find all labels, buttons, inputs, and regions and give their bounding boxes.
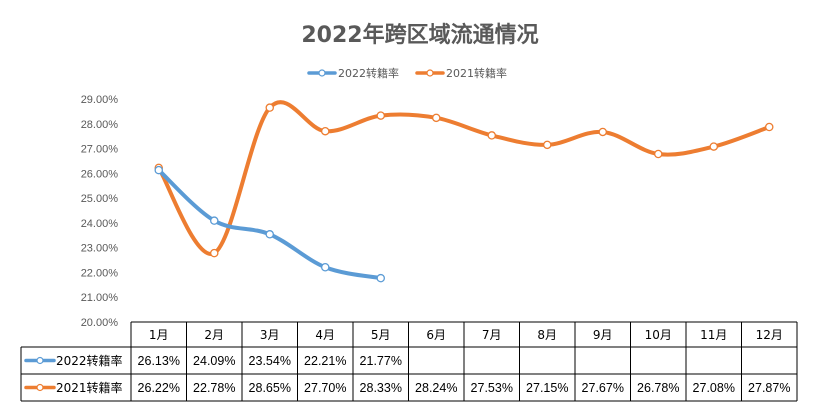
data-point: [265, 230, 274, 239]
data-point: [765, 122, 774, 132]
category-label: 8月: [537, 328, 557, 342]
data-point: [543, 140, 552, 150]
data-table: 1月 2月 3月 4月 5月 6月 7月 8月 9月 10月 11月 12月 2022转籍率 26.13%…: [20, 321, 798, 402]
y-tick-label: 24.00%: [81, 218, 119, 230]
category-label: 6月: [426, 328, 446, 342]
table-cell: 27.70%: [304, 381, 346, 395]
row-legend-marker: [36, 383, 44, 392]
data-point: [376, 273, 385, 283]
y-tick-label: 21.00%: [81, 292, 119, 304]
category-label: 5月: [371, 328, 391, 342]
y-tick-label: 22.00%: [81, 267, 119, 279]
y-tick-label: 27.00%: [81, 144, 119, 156]
table-cell: 27.15%: [526, 381, 568, 395]
data-point: [376, 111, 385, 120]
category-label: 3月: [260, 328, 280, 342]
data-point: [265, 103, 274, 112]
y-tick-label: 25.00%: [81, 193, 119, 205]
legend: 2022转籍率 2021转籍率: [307, 66, 507, 80]
data-point: [209, 248, 219, 258]
category-label: 1月: [149, 328, 169, 342]
table-cell: 22.21%: [304, 354, 346, 368]
row-label: 2022转籍率: [56, 353, 123, 368]
legend-marker: [318, 69, 326, 77]
y-tick-label: 29.00%: [81, 94, 119, 106]
y-axis: 20.00% 21.00% 22.00% 23.00% 24.00% 25.00% 26.0…: [81, 94, 119, 329]
table-cell: 28.65%: [249, 381, 291, 395]
y-tick-label: 26.00%: [81, 168, 119, 180]
data-point: [209, 216, 219, 225]
table-cell: 26.22%: [138, 381, 180, 395]
series-line-2022转籍率: [156, 168, 383, 281]
category-label: 11月: [700, 328, 727, 342]
category-label: 4月: [315, 328, 335, 342]
plot-area: [154, 100, 774, 283]
data-point: [431, 113, 441, 123]
data-point: [320, 262, 330, 272]
category-label: 12月: [756, 328, 783, 342]
table-cell: 26.78%: [637, 381, 679, 395]
legend-label: 2021转籍率: [446, 66, 507, 80]
legend-label: 2022转籍率: [338, 66, 399, 80]
category-label: 10月: [645, 328, 672, 342]
table-cell: 28.24%: [415, 381, 457, 395]
table-cell: 27.67%: [582, 381, 624, 395]
table-cell: 28.33%: [360, 381, 402, 395]
table-cell: 26.13%: [138, 354, 180, 368]
table-cell: 21.77%: [360, 354, 402, 368]
table-cell: 27.87%: [748, 381, 790, 395]
table-cell: 27.08%: [693, 381, 735, 395]
category-label: 7月: [482, 328, 502, 342]
chart-title: 2022年跨区域流通情况: [301, 22, 538, 48]
data-point: [598, 127, 608, 137]
y-tick-label: 20.00%: [81, 317, 119, 329]
row-legend-marker: [36, 356, 44, 365]
table-cell: 27.53%: [471, 381, 513, 395]
data-point: [654, 149, 663, 159]
category-label: 2月: [204, 328, 224, 342]
table-cell: 24.09%: [193, 354, 235, 368]
data-point: [487, 131, 496, 140]
legend-marker: [426, 69, 434, 77]
y-tick-label: 23.00%: [81, 243, 119, 255]
data-point: [320, 126, 330, 136]
data-point: [709, 142, 719, 151]
data-point: [154, 165, 163, 175]
row-label: 2021转籍率: [56, 380, 123, 395]
table-cell: 22.78%: [193, 381, 235, 395]
y-tick-label: 28.00%: [81, 119, 119, 131]
category-label: 9月: [593, 328, 613, 342]
table-cell: 23.54%: [249, 354, 291, 368]
